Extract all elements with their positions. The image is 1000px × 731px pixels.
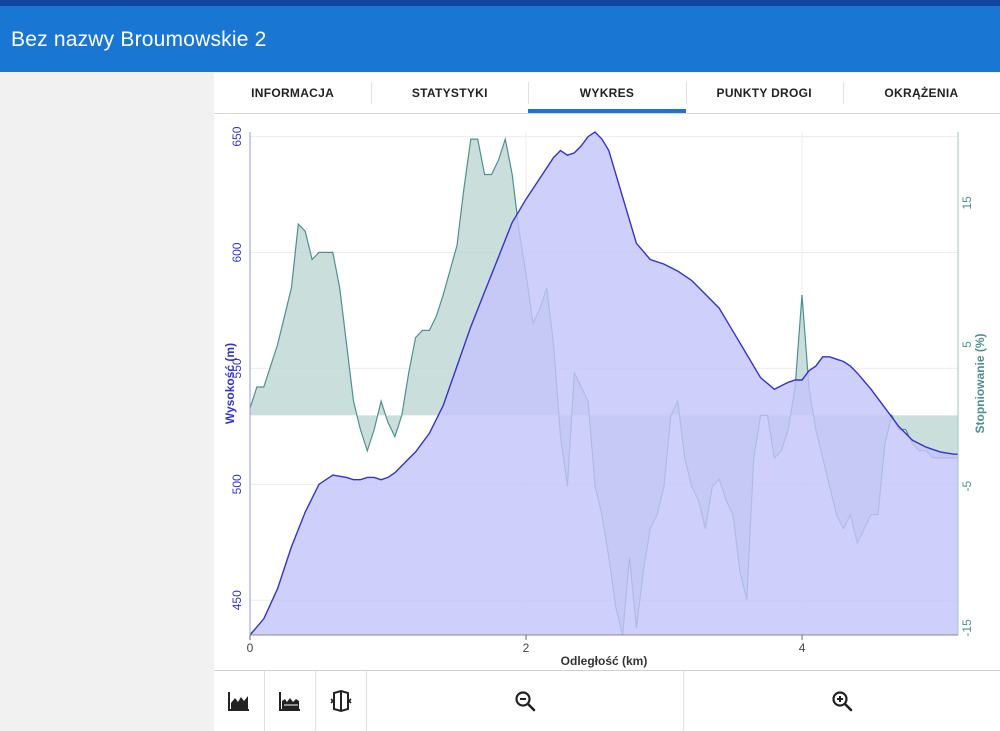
right-tick-label: -15 bbox=[960, 619, 974, 637]
left-tick-label: 650 bbox=[230, 126, 244, 146]
tab-wykres[interactable]: WYKRES bbox=[528, 73, 686, 113]
x-axis-label: Odległość (km) bbox=[561, 654, 648, 668]
elevation-area bbox=[250, 132, 958, 635]
content-panel: INFORMACJA STATYSTYKI WYKRES PUNKTY DROG… bbox=[214, 73, 1000, 731]
elevation-chart-icon bbox=[228, 692, 249, 711]
zoom-out-icon bbox=[515, 691, 536, 712]
chart-area[interactable]: 0 2 4 450 500 550 600 650 -15 -5 5 15 Odległość (km… bbox=[214, 114, 1000, 670]
left-tick-label: 600 bbox=[230, 242, 244, 262]
zoom-in-button[interactable] bbox=[684, 671, 1000, 731]
left-tick-label: 450 bbox=[230, 590, 244, 610]
elevation-grade-chart[interactable]: 0 2 4 450 500 550 600 650 -15 -5 5 15 Odległość (km… bbox=[214, 114, 1000, 670]
tab-okrazenia[interactable]: OKRĄŻENIA bbox=[842, 73, 1000, 113]
right-tick-label: -5 bbox=[960, 481, 974, 492]
chart-toolbar bbox=[214, 670, 1000, 731]
left-tick-label: 550 bbox=[230, 358, 244, 378]
map-book-button[interactable] bbox=[316, 671, 367, 731]
zoom-in-icon bbox=[832, 691, 853, 712]
x-tick-label: 2 bbox=[523, 641, 530, 655]
x-tick-label: 0 bbox=[247, 641, 254, 655]
chart-axes: 0 2 4 450 500 550 600 650 -15 -5 5 15 bbox=[230, 126, 974, 655]
gradient-mode-button[interactable] bbox=[265, 671, 316, 731]
gradient-chart-icon bbox=[279, 692, 300, 711]
app-bar: Bez nazwy Broumowskie 2 bbox=[0, 6, 1000, 72]
left-axis-label: Wysokość (m) bbox=[223, 343, 237, 424]
x-tick-label: 4 bbox=[799, 641, 806, 655]
tab-punkty-drogi[interactable]: PUNKTY DROGI bbox=[685, 73, 843, 113]
tab-bar: INFORMACJA STATYSTYKI WYKRES PUNKTY DROG… bbox=[214, 73, 1000, 114]
right-tick-label: 5 bbox=[960, 341, 974, 348]
elevation-series bbox=[249, 131, 958, 636]
tab-statystyki[interactable]: STATYSTYKI bbox=[371, 73, 528, 113]
status-strip bbox=[0, 0, 1000, 6]
right-axis-label: Stopniowanie (%) bbox=[973, 334, 987, 434]
right-tick-label: 15 bbox=[960, 196, 974, 210]
elevation-mode-button[interactable] bbox=[214, 671, 265, 731]
elevation-line bbox=[249, 131, 958, 636]
zoom-out-button[interactable] bbox=[367, 671, 684, 731]
map-book-icon bbox=[330, 689, 352, 713]
left-tick-label: 500 bbox=[230, 474, 244, 494]
app-title: Bez nazwy Broumowskie 2 bbox=[11, 28, 267, 51]
tab-informacja[interactable]: INFORMACJA bbox=[251, 86, 335, 100]
